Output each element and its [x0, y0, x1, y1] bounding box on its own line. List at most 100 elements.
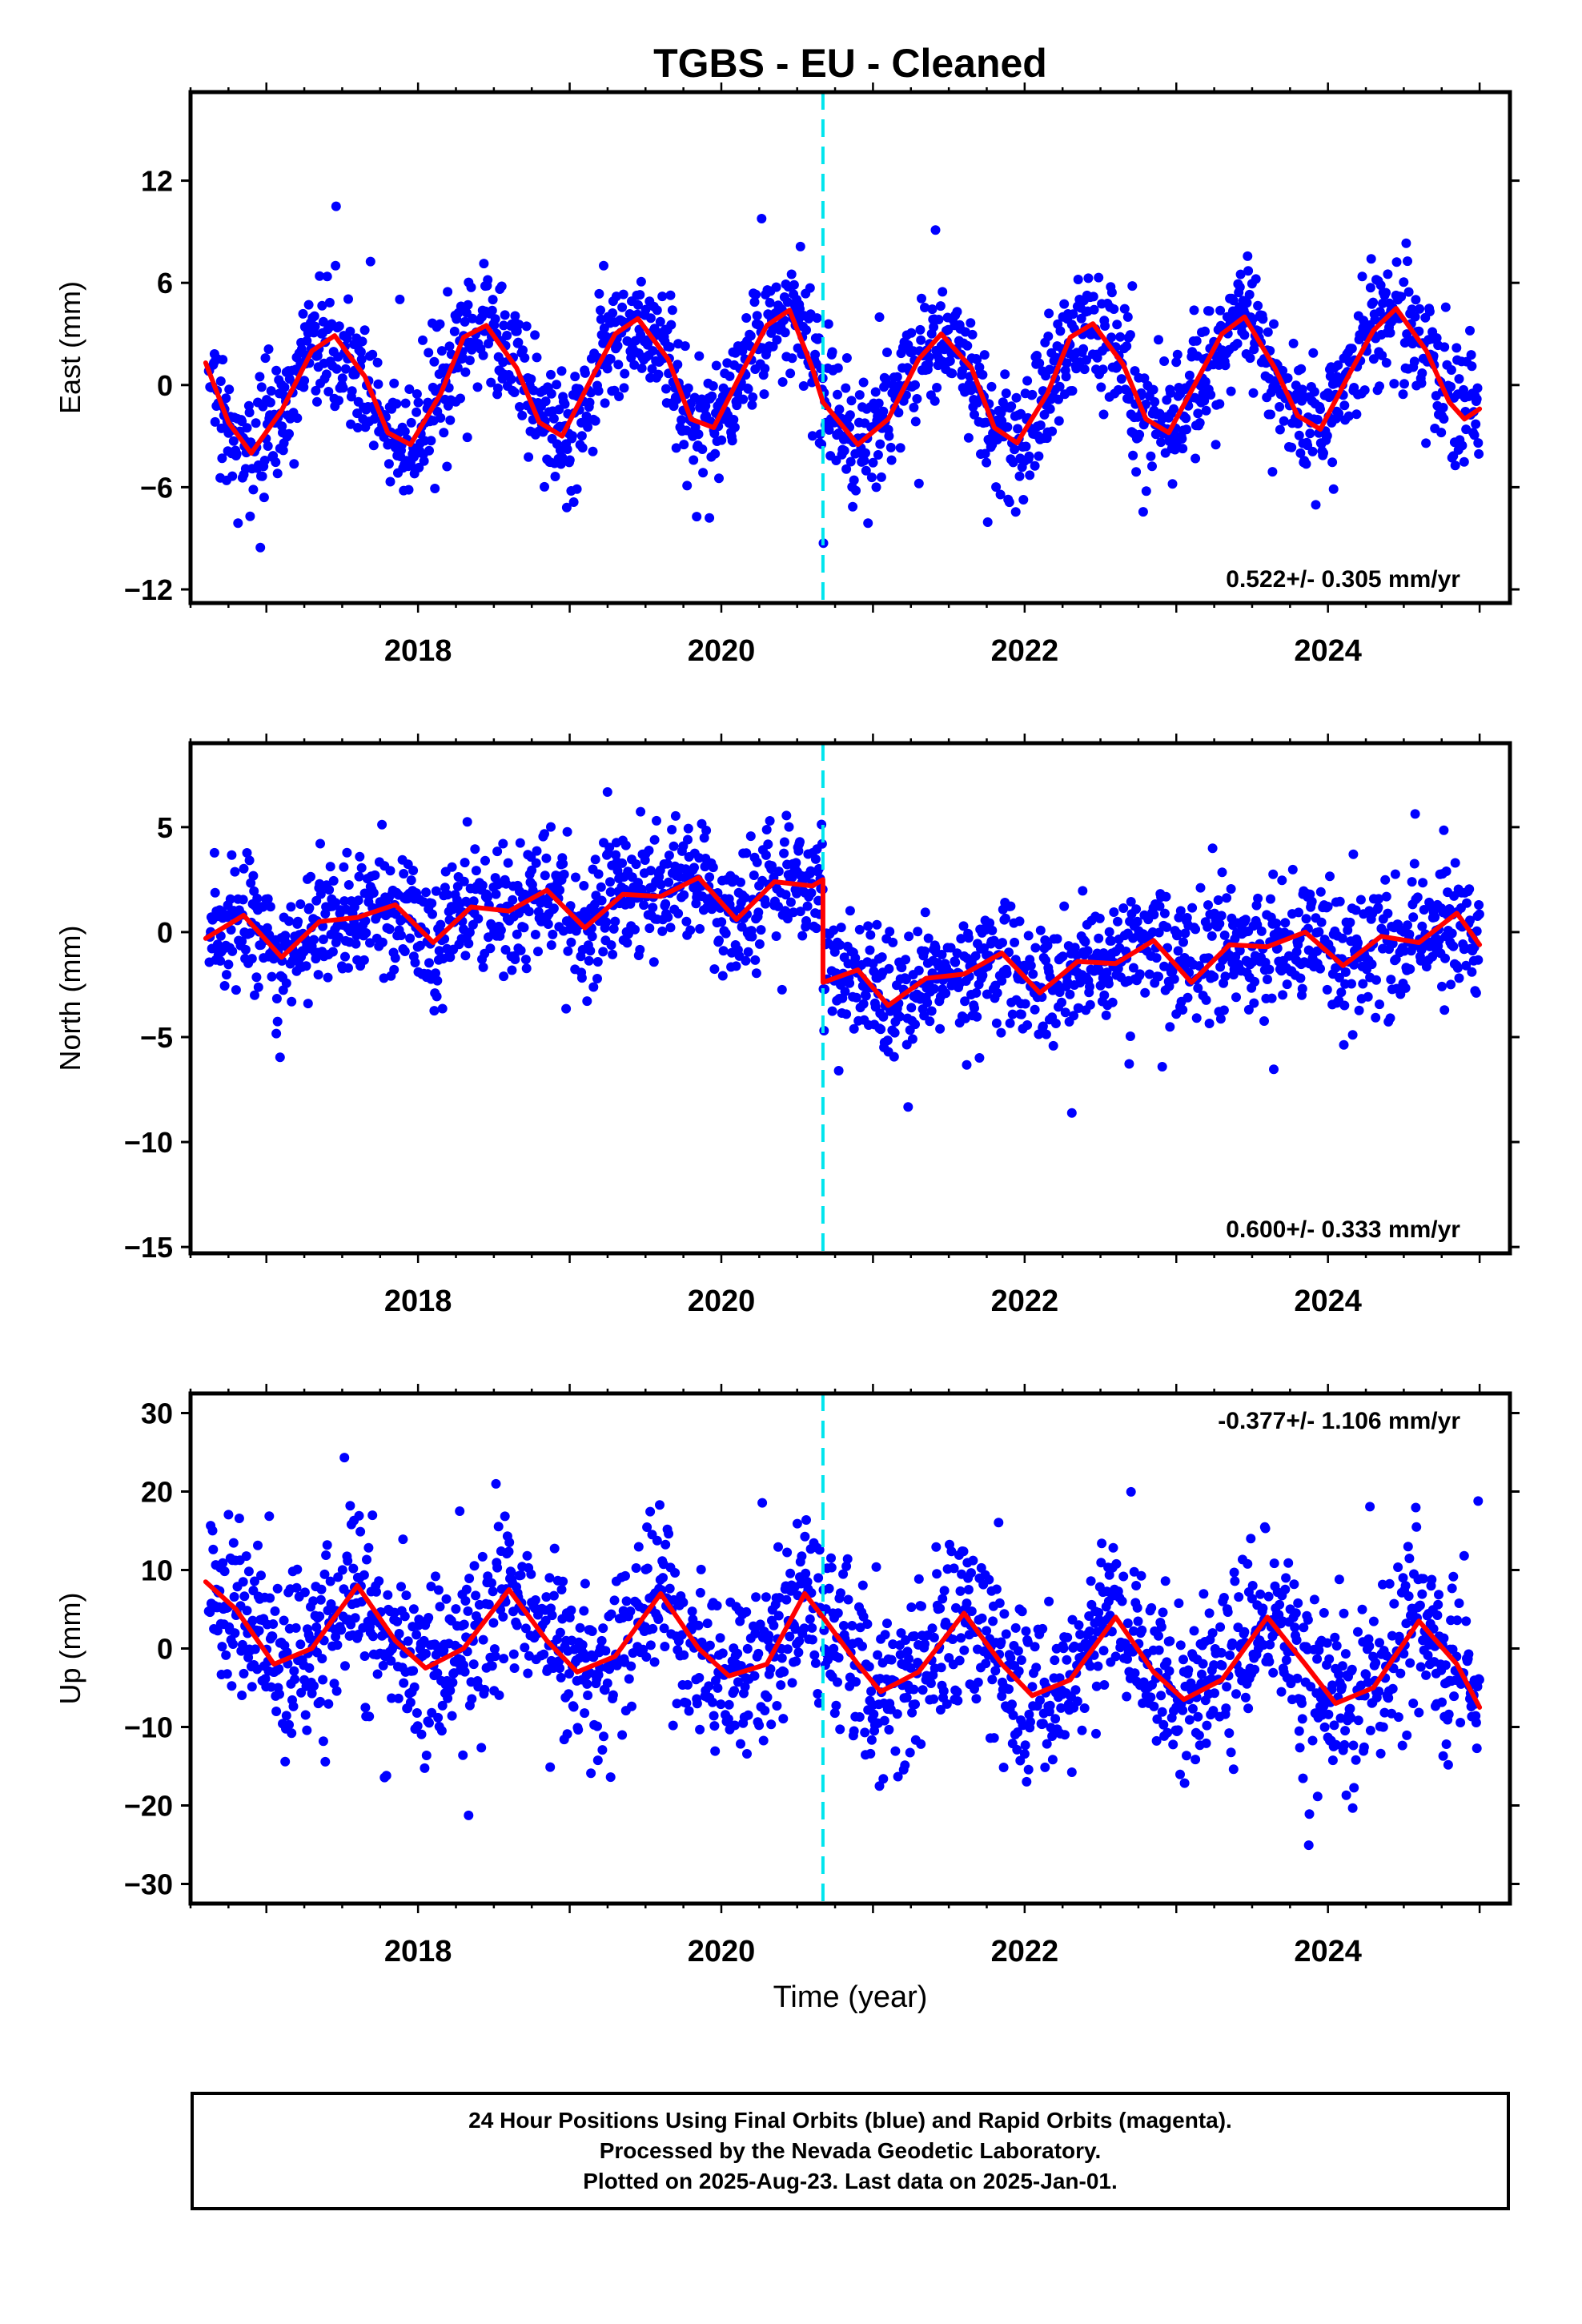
up-data-point — [1098, 1646, 1109, 1656]
up-data-point — [890, 1746, 901, 1756]
north-data-point — [1007, 1009, 1018, 1019]
north-data-point — [845, 978, 855, 988]
north-data-point — [1157, 1062, 1167, 1072]
east-data-point — [224, 384, 235, 395]
up-data-point — [769, 1620, 779, 1630]
north-data-point — [408, 866, 419, 875]
east-data-point — [557, 452, 568, 463]
up-data-point — [1131, 1581, 1142, 1590]
east-data-point — [833, 389, 842, 400]
east-data-point — [574, 384, 584, 394]
up-data-point — [345, 1501, 355, 1511]
up-data-point — [1001, 1629, 1011, 1639]
east-data-point — [404, 384, 415, 394]
east-data-point — [927, 304, 938, 315]
north-velocity-label: 0.600+/- 0.333 mm/yr — [1226, 1216, 1460, 1243]
north-data-point — [1249, 998, 1259, 1008]
up-data-point — [1035, 1695, 1045, 1706]
up-data-point — [1020, 1740, 1030, 1751]
east-data-point — [1293, 419, 1303, 428]
east-data-point — [938, 287, 948, 297]
east-data-point — [1079, 364, 1090, 375]
up-data-point — [733, 1677, 743, 1687]
north-data-point — [210, 887, 220, 898]
east-data-point — [1383, 269, 1393, 279]
up-data-point — [988, 1616, 998, 1626]
east-data-point — [795, 241, 805, 251]
north-data-point — [750, 955, 761, 965]
up-data-point — [664, 1529, 674, 1539]
east-data-point — [1044, 308, 1054, 319]
north-data-point — [907, 1034, 917, 1044]
east-data-point — [1004, 497, 1014, 508]
east-data-point — [620, 368, 630, 379]
up-data-point — [1017, 1606, 1027, 1617]
north-data-point — [901, 975, 911, 985]
north-data-point — [652, 815, 661, 826]
east-data-point — [419, 456, 429, 466]
east-data-point — [1078, 344, 1089, 354]
north-data-point — [901, 955, 911, 965]
east-data-point — [1375, 307, 1385, 317]
east-data-point — [679, 440, 689, 450]
up-data-point — [247, 1682, 257, 1692]
north-data-point — [485, 943, 496, 954]
up-data-point — [917, 1601, 926, 1611]
east-data-point — [1166, 388, 1176, 398]
up-data-point — [300, 1710, 311, 1720]
north-data-point — [1467, 967, 1477, 977]
east-data-point — [472, 382, 483, 392]
up-data-point — [773, 1610, 784, 1621]
up-data-point — [754, 1720, 765, 1731]
north-data-point — [540, 829, 549, 839]
east-data-point — [259, 493, 269, 503]
north-plot-frame — [188, 741, 1512, 1256]
up-data-point — [302, 1725, 312, 1735]
up-data-point — [299, 1587, 310, 1598]
north-data-point — [1159, 908, 1170, 919]
north-data-point — [670, 810, 681, 821]
east-data-point — [518, 345, 528, 356]
east-data-point — [619, 383, 629, 393]
north-data-point — [1439, 1005, 1450, 1015]
east-data-point — [255, 542, 266, 553]
east-data-point — [1054, 394, 1063, 404]
north-data-point — [910, 1019, 920, 1030]
up-data-point — [403, 1636, 413, 1647]
up-data-point — [223, 1510, 234, 1520]
up-data-point — [461, 1584, 472, 1594]
east-data-point — [1134, 429, 1145, 440]
north-data-point — [771, 931, 781, 941]
east-data-point — [389, 378, 400, 388]
up-data-point — [579, 1606, 589, 1616]
north-data-point — [946, 943, 956, 953]
north-data-point — [1295, 973, 1306, 983]
east-data-point — [1297, 384, 1307, 395]
east-data-point — [318, 316, 328, 327]
up-data-point — [902, 1647, 913, 1657]
east-data-point — [1242, 298, 1252, 308]
north-data-point — [459, 876, 469, 887]
north-data-point — [396, 915, 407, 925]
east-data-point — [1245, 353, 1255, 364]
east-data-point — [771, 282, 781, 292]
north-data-point — [765, 816, 775, 826]
east-data-point — [1182, 424, 1191, 435]
up-data-point — [355, 1526, 366, 1537]
north-data-point — [849, 1023, 859, 1034]
north-data-point — [1216, 911, 1227, 921]
north-y-tick-label: −15 — [124, 1231, 173, 1264]
north-data-point — [960, 996, 970, 1007]
north-data-point — [610, 916, 620, 927]
north-data-point — [531, 858, 541, 868]
up-data-point — [857, 1641, 867, 1651]
up-data-point — [381, 1771, 391, 1781]
north-data-point — [385, 866, 396, 876]
up-data-point — [1133, 1616, 1143, 1626]
east-data-point — [1002, 422, 1013, 432]
east-data-point — [1473, 438, 1484, 448]
up-data-point — [292, 1564, 303, 1574]
east-data-point — [1088, 292, 1098, 302]
east-data-point — [906, 328, 917, 338]
up-data-point — [1008, 1710, 1018, 1720]
